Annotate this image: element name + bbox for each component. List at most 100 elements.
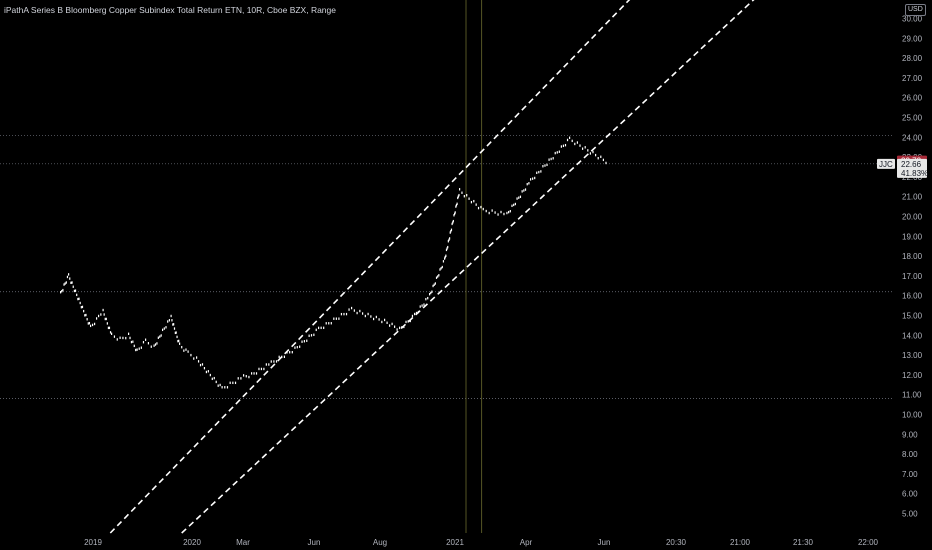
price-brick	[554, 151, 556, 155]
price-brick	[197, 360, 200, 363]
price-brick	[513, 203, 515, 207]
x-tick-label: 2019	[84, 538, 102, 547]
price-brick	[275, 360, 278, 363]
price-brick	[389, 324, 391, 327]
price-brick	[415, 311, 418, 315]
symbol-badge	[877, 158, 895, 169]
y-tick-label: 11.00	[902, 391, 922, 400]
price-brick	[138, 347, 140, 350]
price-brick	[77, 297, 79, 301]
price-brick	[224, 386, 226, 389]
y-tick-label: 12.00	[902, 371, 923, 380]
price-brick	[102, 308, 104, 312]
x-tick-label: Mar	[236, 538, 250, 547]
price-brick	[136, 348, 138, 351]
price-brick	[491, 209, 493, 212]
price-brick	[370, 315, 372, 318]
price-brick	[419, 305, 421, 308]
price-brick	[597, 157, 599, 160]
x-tick-label: 2021	[446, 538, 464, 547]
price-brick	[133, 344, 135, 348]
price-brick	[73, 289, 75, 293]
y-tick-label: 18.00	[902, 252, 923, 261]
price-brick	[524, 188, 527, 191]
price-brick	[129, 336, 131, 340]
price-brick	[468, 197, 470, 200]
price-brick	[569, 136, 571, 139]
price-brick	[219, 383, 221, 387]
price-brick	[364, 314, 366, 318]
price-brick	[503, 212, 505, 216]
price-brick	[480, 205, 482, 209]
price-brick	[375, 315, 377, 319]
price-brick	[153, 344, 155, 347]
price-brick	[566, 138, 569, 142]
price-brick	[113, 335, 116, 338]
price-brick	[338, 317, 340, 320]
y-tick-label: 21.00	[902, 193, 923, 202]
price-brick	[76, 293, 78, 297]
price-brick	[193, 357, 195, 360]
x-tick-label: Aug	[373, 538, 387, 547]
price-brick	[351, 306, 353, 310]
price-brick	[446, 247, 448, 250]
price-brick	[600, 155, 602, 158]
price-brick	[526, 182, 528, 186]
x-tick-label: 21:30	[793, 538, 814, 547]
price-brick	[70, 281, 72, 285]
price-brick	[175, 331, 177, 334]
price-brick	[190, 353, 192, 357]
price-brick	[140, 346, 142, 349]
price-brick	[80, 306, 82, 309]
price-brick	[209, 373, 211, 377]
price-brick	[243, 374, 245, 377]
price-brick	[523, 189, 525, 192]
price-brick	[278, 355, 280, 359]
price-brick	[470, 200, 473, 204]
price-brick	[160, 334, 162, 337]
price-brick	[386, 321, 388, 324]
price-brick	[433, 283, 435, 286]
price-brick	[592, 150, 594, 154]
price-brick	[359, 309, 361, 313]
price-brick	[506, 211, 508, 215]
price-brick	[226, 386, 229, 389]
price-brick	[64, 282, 66, 285]
price-brick	[421, 304, 423, 307]
price-brick	[157, 336, 159, 339]
price-brick	[353, 309, 355, 312]
price-brick	[448, 238, 450, 242]
y-tick-label: 25.00	[902, 114, 923, 123]
price-brick	[542, 165, 544, 168]
last-price-badge	[897, 158, 927, 178]
price-brick	[263, 367, 265, 371]
price-brick	[170, 314, 172, 318]
price-brick	[217, 384, 219, 387]
price-brick	[444, 255, 446, 259]
price-brick	[229, 381, 231, 385]
price-brick	[356, 311, 358, 315]
price-brick	[135, 348, 137, 352]
price-brick	[270, 360, 272, 363]
price-series	[60, 136, 607, 389]
price-brick	[310, 334, 313, 337]
currency-button[interactable]: USD	[905, 4, 926, 16]
price-brick	[401, 326, 403, 329]
price-brick	[538, 170, 540, 174]
price-brick	[459, 188, 461, 191]
price-brick	[253, 372, 255, 375]
price-brick	[444, 257, 446, 260]
price-brick	[119, 336, 121, 339]
price-brick	[445, 254, 447, 257]
last-price-label: 22.66	[901, 160, 922, 169]
price-brick	[431, 290, 433, 293]
price-brick	[494, 211, 496, 214]
price-brick	[482, 207, 484, 211]
price-brick	[409, 319, 411, 323]
price-brick	[211, 377, 213, 381]
price-brick	[291, 351, 293, 354]
price-brick	[187, 350, 189, 353]
price-brick	[546, 163, 548, 167]
price-brick	[451, 222, 453, 226]
